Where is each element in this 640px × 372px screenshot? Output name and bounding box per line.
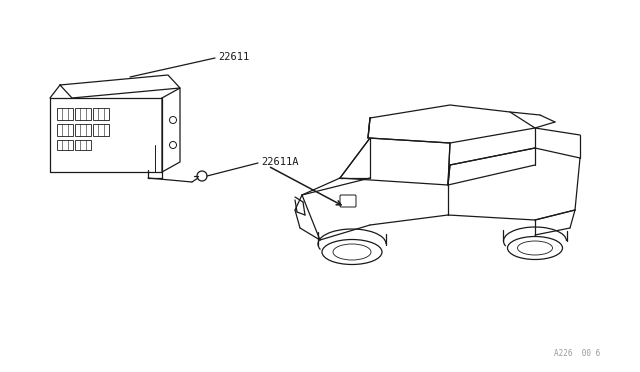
Bar [93, 124, 109, 136]
Text: A226  00 6: A226 00 6 [554, 349, 600, 358]
Bar [75, 124, 91, 136]
Text: 22611A: 22611A [261, 157, 298, 167]
Bar [75, 108, 91, 120]
Text: 22611: 22611 [218, 52, 249, 62]
Bar [57, 108, 73, 120]
Bar [57, 124, 73, 136]
Bar [93, 108, 109, 120]
Bar [75, 140, 91, 150]
Bar [57, 140, 73, 150]
